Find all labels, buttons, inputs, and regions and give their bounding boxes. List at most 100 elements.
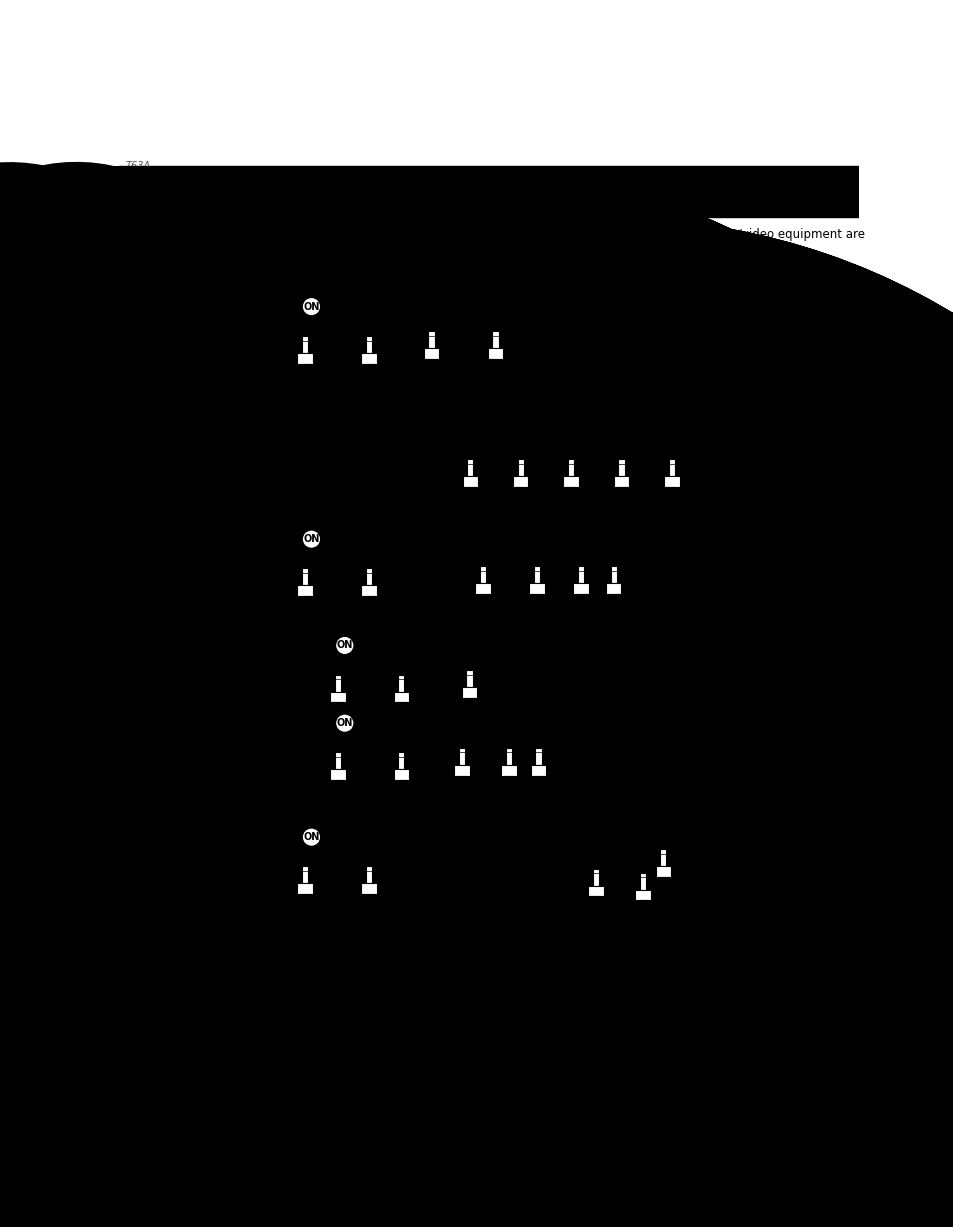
Text: PRESET TUNING: PRESET TUNING [430,649,508,659]
Text: Select: Select [519,526,554,537]
Text: channel No.: channel No. [575,536,640,546]
Text: Select: Select [591,526,625,537]
Text: ~: ~ [518,751,529,763]
Bar [635,890,650,901]
Text: Select: Select [444,714,478,724]
Bar [663,476,679,487]
Text: TUNING: TUNING [477,312,513,320]
Bar [592,869,598,886]
Text: desired: desired [397,871,441,883]
Bar [397,675,404,692]
Text: Presetting stations: Presetting stations [119,566,270,579]
Bar [634,874,651,890]
Bar [365,568,372,585]
Text: MHz: MHz [641,537,662,548]
Bar [461,687,476,698]
Text: 0: 0 [535,752,541,762]
Text: +: + [475,670,487,685]
Text: Tune in a: Tune in a [397,860,451,874]
Bar [462,476,477,487]
Bar [517,459,523,476]
Text: TUNER: TUNER [350,568,387,578]
Bar [567,459,574,476]
Text: Tuning in a preset
station: Tuning in a preset station [124,699,265,734]
Bar [467,459,473,476]
Circle shape [302,828,320,847]
Text: ON: ON [336,640,353,650]
Bar [464,863,502,881]
Text: ON: ON [336,718,353,728]
Bar [601,459,640,476]
Text: CURSOR MODE —: CURSOR MODE — [517,866,605,877]
Bar [652,459,691,476]
Bar [639,872,645,890]
Bar [500,459,539,476]
Bar [654,858,671,872]
Text: 5: 5 [618,463,624,472]
Text: 0: 0 [517,463,523,472]
Text: memory: memory [438,723,485,734]
Bar [573,583,588,594]
Text: TUNER: TUNER [350,335,387,346]
Bar [587,886,603,897]
Bar [613,476,629,487]
Bar [360,883,376,894]
Bar [528,529,663,557]
Circle shape [335,714,354,733]
Bar [365,336,372,353]
Bar [394,769,409,780]
Text: POWER: POWER [285,866,325,876]
Text: staiton: staiton [397,583,438,596]
Text: INDEX: INDEX [468,866,498,877]
Text: SHIFT: SHIFT [524,571,549,580]
Circle shape [302,297,320,315]
Text: 2: 2 [567,463,574,472]
Text: 1: 1 [578,571,584,580]
Text: Select: Select [512,714,546,724]
Bar [668,459,674,476]
Bar [527,750,549,764]
Bar [133,282,845,515]
Bar [475,583,491,594]
Text: ON: ON [303,832,319,842]
Bar [578,566,583,583]
Circle shape [302,530,320,548]
Bar [479,566,486,583]
Bar [302,866,308,883]
Text: ~: ~ [591,569,601,582]
Bar [330,692,345,702]
Bar [335,675,340,692]
Bar [458,747,464,764]
Bar [348,561,389,585]
Bar [569,568,592,583]
Bar [394,692,409,702]
Text: TUNER: TUNER [382,752,419,762]
Text: 0: 0 [610,571,617,580]
Bar [285,859,325,883]
Text: channel No.: channel No. [496,723,562,734]
Bar [317,745,357,769]
Bar [655,866,670,877]
Text: TUNER: TUNER [350,866,387,876]
Text: Ex. Tuning in the FM station of 102.5 MHz: Ex. Tuning in the FM station of 102.5 MH… [267,291,526,304]
Bar [360,585,376,596]
Text: Directly tuning in an
FM or AM station: Directly tuning in an FM or AM station [114,382,274,416]
Bar [535,747,541,764]
Bar [297,585,313,596]
Bar [444,750,478,764]
Bar [618,459,624,476]
Text: FM: FM [535,537,549,548]
Text: station: station [397,881,438,894]
Bar [317,667,357,692]
Text: 1: 1 [505,752,512,762]
Bar [365,866,372,883]
Text: Presetting stations
with Index Name: Presetting stations with Index Name [119,861,270,896]
Text: –: – [484,825,491,837]
Text: POWER: POWER [285,335,325,346]
Bar [297,883,313,894]
Bar [335,752,340,769]
Bar [381,667,421,692]
Bar [428,331,435,348]
Bar [562,476,578,487]
Bar [297,353,313,363]
